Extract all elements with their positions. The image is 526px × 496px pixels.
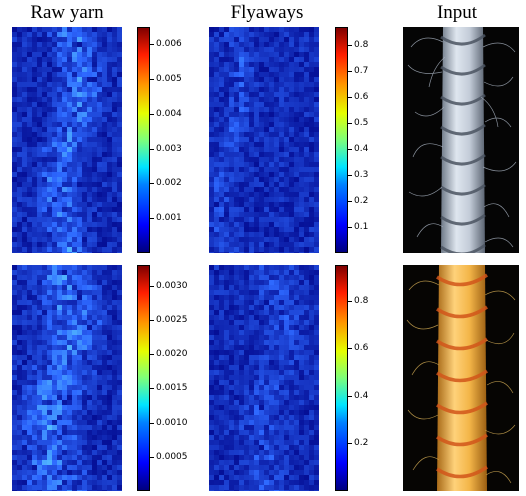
heatmap-flyaways-row2 (209, 265, 319, 491)
colorbar-tick-label: 0.1 (354, 222, 369, 232)
colorbar-tick-label: 0.6 (354, 343, 369, 353)
colorbar-tick (348, 348, 352, 349)
colorbar-tick-label: 0.0025 (156, 315, 188, 325)
colorbar-tick-label: 0.004 (156, 109, 182, 119)
colorbar-tick (348, 97, 352, 98)
colorbar-tick-label: 0.4 (354, 144, 369, 154)
colorbar-tick (348, 149, 352, 150)
colorbar-tick-label: 0.8 (354, 40, 369, 50)
colorbar-tick-label: 0.3 (354, 170, 369, 180)
heatmap-raw-yarn-row1 (12, 27, 122, 253)
colorbar-flyaways-row1 (335, 27, 348, 253)
colorbar-tick (150, 354, 154, 355)
colorbar-tick-label: 0.0010 (156, 418, 188, 428)
colorbar-tick (150, 183, 154, 184)
colorbar-tick (348, 45, 352, 46)
heatmap-flyaways-row1 (209, 27, 319, 253)
colorbar-tick (150, 114, 154, 115)
colorbar-tick-label: 0.6 (354, 92, 369, 102)
colorbar-tick-label: 0.4 (354, 391, 369, 401)
colorbar-tick-label: 0.006 (156, 39, 182, 49)
colorbar-tick (150, 320, 154, 321)
colorbar-tick-label: 0.0015 (156, 383, 188, 393)
title-flyaways: Flyaways (230, 2, 304, 23)
input-photo-yellow-rope (403, 265, 519, 491)
colorbar-tick-label: 0.0020 (156, 349, 188, 359)
colorbar-tick-label: 0.7 (354, 66, 369, 76)
colorbar-tick (150, 79, 154, 80)
colorbar-tick-label: 0.5 (354, 118, 369, 128)
colorbar-tick (348, 123, 352, 124)
colorbar-raw-yarn-row1 (137, 27, 150, 253)
input-photo-white-rope (403, 27, 519, 253)
colorbar-tick (348, 443, 352, 444)
colorbar-tick (150, 149, 154, 150)
colorbar-tick (150, 286, 154, 287)
colorbar-tick (348, 301, 352, 302)
colorbar-tick (348, 396, 352, 397)
title-raw-yarn: Raw yarn (30, 2, 104, 23)
colorbar-flyaways-row2 (335, 265, 348, 491)
colorbar-tick-label: 0.0005 (156, 452, 188, 462)
heatmap-raw-yarn-row2 (12, 265, 122, 491)
colorbar-tick-label: 0.002 (156, 178, 182, 188)
colorbar-tick (348, 71, 352, 72)
colorbar-raw-yarn-row2 (137, 265, 150, 491)
colorbar-tick (150, 388, 154, 389)
colorbar-tick-label: 0.003 (156, 144, 182, 154)
colorbar-tick (348, 227, 352, 228)
colorbar-tick-label: 0.005 (156, 74, 182, 84)
colorbar-tick (348, 201, 352, 202)
colorbar-tick (150, 44, 154, 45)
colorbar-tick-label: 0.2 (354, 438, 369, 448)
colorbar-tick (348, 175, 352, 176)
colorbar-tick-label: 0.001 (156, 213, 182, 223)
colorbar-tick (150, 457, 154, 458)
title-input: Input (436, 2, 478, 23)
colorbar-tick-label: 0.8 (354, 296, 369, 306)
colorbar-tick-label: 0.2 (354, 196, 369, 206)
colorbar-tick (150, 218, 154, 219)
colorbar-tick (150, 423, 154, 424)
colorbar-tick-label: 0.0030 (156, 281, 188, 291)
